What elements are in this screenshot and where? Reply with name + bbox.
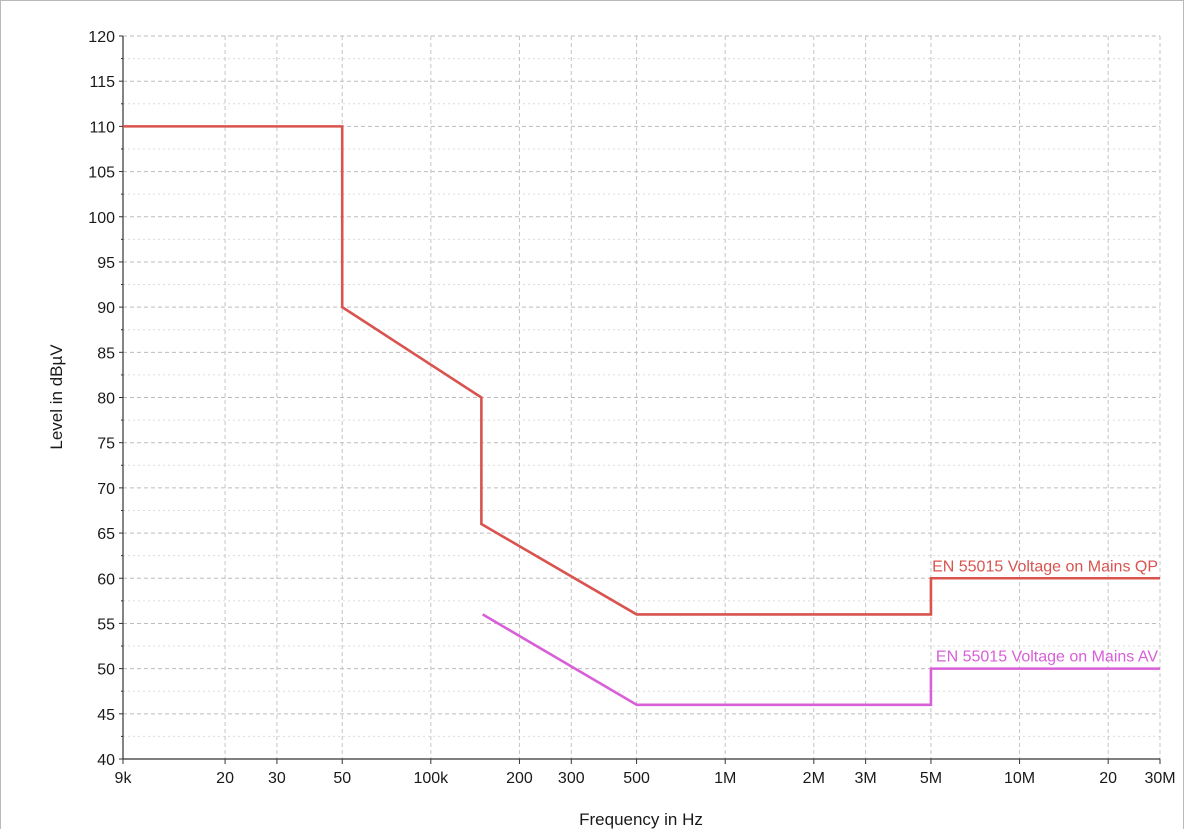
series-label-1: EN 55015 Voltage on Mains QP — [932, 558, 1158, 575]
y-tick-label: 70 — [97, 481, 115, 498]
x-tick-label: 2M — [803, 770, 825, 787]
y-tick-label: 50 — [97, 662, 115, 679]
y-tick-label: 80 — [97, 391, 115, 408]
y-tick-label: 85 — [97, 345, 115, 362]
y-tick-label: 120 — [88, 29, 115, 46]
y-tick-label: 75 — [97, 436, 115, 453]
y-tick-label: 60 — [97, 571, 115, 588]
x-tick-label: 100k — [413, 770, 449, 787]
y-tick-label: 110 — [89, 119, 115, 136]
series-line-1 — [123, 125, 1160, 616]
x-tick-label: 9k — [115, 770, 133, 787]
grid — [123, 35, 1161, 759]
axes: 40 45 50 55 60 65 70 75 80 85 90 95 100 105 110 115 120 9… — [88, 29, 1175, 787]
y-tick-label: 55 — [97, 616, 115, 633]
x-tick-label: 1M — [714, 770, 736, 787]
series-lines — [123, 125, 1160, 707]
y-tick-label: 100 — [88, 210, 115, 227]
x-tick-label: 500 — [623, 770, 650, 787]
x-tick-label: 20 — [216, 770, 234, 787]
y-tick-label: 115 — [89, 74, 115, 91]
x-tick-label: 300 — [558, 770, 585, 787]
y-tick-label: 105 — [88, 165, 115, 182]
x-tick-label: 30M — [1144, 770, 1175, 787]
series-label-2: EN 55015 Voltage on Mains AV — [936, 649, 1158, 666]
series-line-2 — [482, 613, 1160, 707]
x-tick-label: 10M — [1004, 770, 1035, 787]
y-tick-label: 90 — [97, 300, 115, 317]
y-tick-label: 40 — [97, 752, 115, 769]
x-tick-label: 50 — [333, 770, 351, 787]
y-axis-title: Level in dBµV — [47, 344, 66, 450]
series-labels: EN 55015 Voltage on Mains QP EN 55015 Vol… — [932, 558, 1158, 665]
x-tick-label: 20 — [1099, 770, 1117, 787]
x-tick-label: 3M — [855, 770, 877, 787]
y-tick-label: 45 — [97, 707, 115, 724]
x-tick-label: 200 — [506, 770, 533, 787]
x-tick-label: 5M — [920, 770, 942, 787]
x-tick-label: 30 — [268, 770, 286, 787]
x-axis-title: Frequency in Hz — [579, 810, 703, 829]
y-tick-label: 95 — [97, 255, 115, 272]
y-tick-label: 65 — [97, 526, 115, 543]
